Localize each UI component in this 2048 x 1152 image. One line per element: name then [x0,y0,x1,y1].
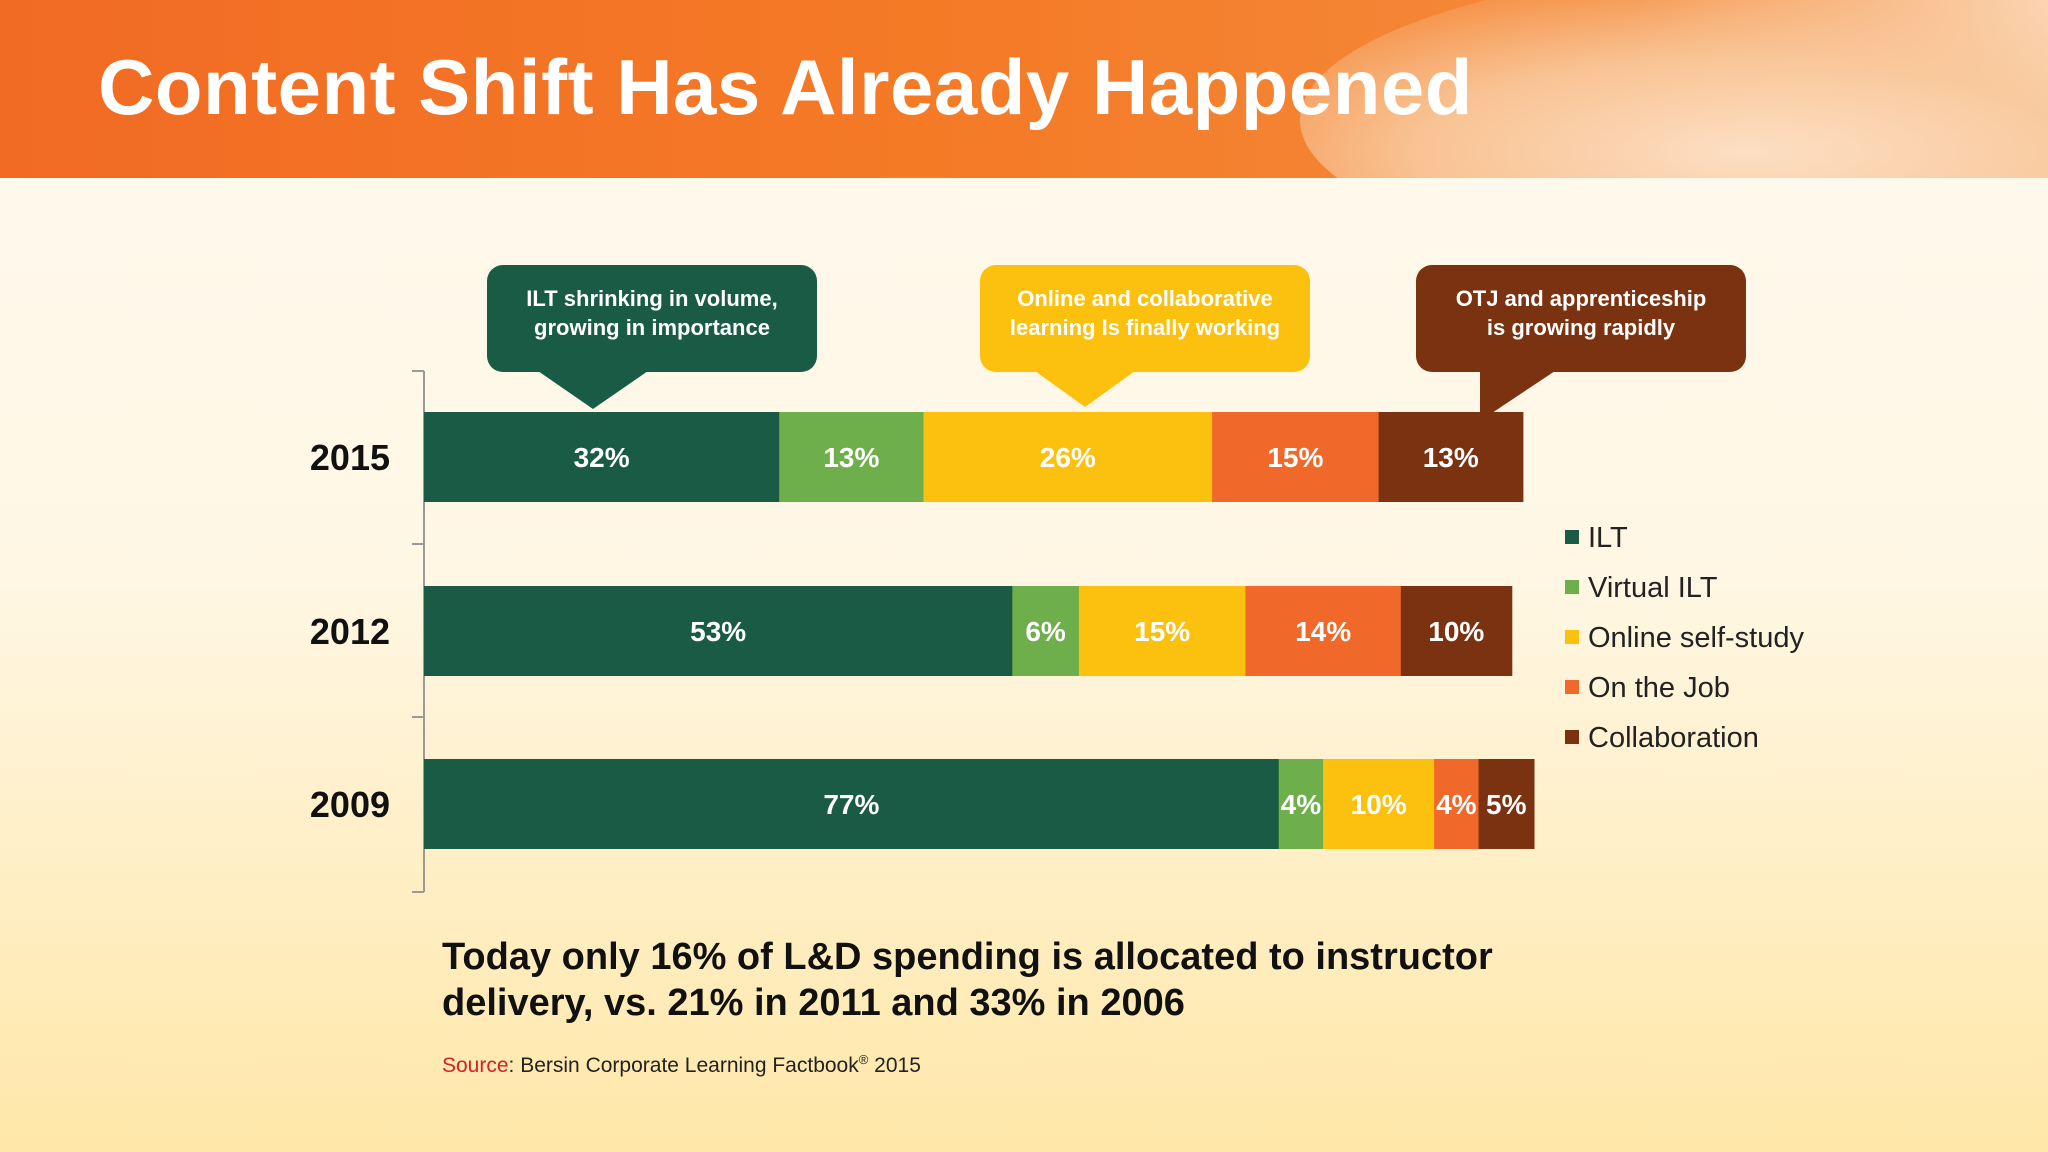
data-label: 15% [1134,616,1190,647]
bar-segment [424,412,780,502]
callout-pointer [538,371,648,409]
callout-box [980,265,1310,372]
callout-text-line: learning Is finally working [1010,315,1280,340]
bar-segment [1078,586,1246,676]
data-label: 6% [1025,616,1066,647]
slide-title: Content Shift Has Already Happened [98,43,1473,131]
bar-segment [1478,759,1535,849]
header-decoration [1300,0,2048,178]
footnote: Today only 16% of L&D spending is alloca… [442,934,1642,1026]
bar-segment [1400,586,1513,676]
legend-swatch [1565,680,1579,694]
legend-swatch [1565,530,1579,544]
legend-entry: Collaboration [1588,722,1759,754]
data-label: 10% [1428,616,1484,647]
bar-segment [779,412,924,502]
legend-swatch [1565,730,1579,744]
callout-text-line: OTJ and apprenticeship [1456,286,1707,311]
data-label: 13% [823,442,879,473]
bar-segment [1245,586,1402,676]
data-label: 13% [1423,442,1479,473]
bar-segment [424,759,1280,849]
category-label-2009: 2009 [310,784,390,825]
bar-segment [1012,586,1080,676]
callout-text-line: growing in importance [534,315,770,340]
category-label-2012: 2012 [310,611,390,652]
data-label: 15% [1267,442,1323,473]
data-label: 5% [1486,789,1527,820]
callout-text-line: ILT shrinking in volume, [526,286,777,311]
bar-segment [1378,412,1524,502]
callout-text-line: Online and collaborative [1017,286,1273,311]
legend-entry: On the Job [1588,672,1730,704]
data-label: 14% [1295,616,1351,647]
callout-box [1416,265,1746,372]
legend-entry: ILT [1588,522,1628,554]
source-text: : Bersin Corporate Learning Factbook [508,1054,859,1077]
bar-segment [1434,759,1479,849]
bar-segment [923,412,1213,502]
header-banner: Content Shift Has Already Happened [0,0,2048,178]
bar-segment [1212,412,1380,502]
data-label: 26% [1040,442,1096,473]
data-label: 32% [574,442,630,473]
data-label: 53% [690,616,746,647]
source-registered-mark: ® [858,1052,869,1067]
bar-segment [1323,759,1435,849]
data-label: 77% [823,789,879,820]
data-label: 4% [1436,789,1477,820]
data-label: 10% [1351,789,1407,820]
callout-box [487,265,817,372]
callout-pointer [1035,371,1135,407]
source-citation: Source: Bersin Corporate Learning Factbo… [442,1052,921,1078]
source-label: Source [442,1054,509,1077]
bar-segment [1278,759,1324,849]
callout-text-line: is growing rapidly [1487,315,1676,340]
callout-pointer [1480,371,1555,421]
legend-swatch [1565,580,1579,594]
legend-swatch [1565,630,1579,644]
legend-entry: Virtual ILT [1588,572,1718,604]
source-year: 2015 [868,1054,921,1077]
footnote-line-1: Today only 16% of L&D spending is alloca… [442,936,1493,978]
data-label: 4% [1281,789,1322,820]
bar-segment [424,586,1013,676]
category-label-2015: 2015 [310,437,390,478]
legend-entry: Online self-study [1588,622,1804,654]
footnote-line-2: delivery, vs. 21% in 2011 and 33% in 200… [442,982,1185,1024]
